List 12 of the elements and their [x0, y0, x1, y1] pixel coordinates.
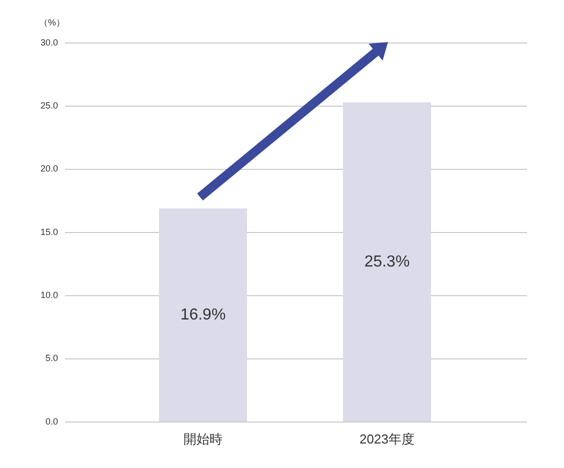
- x-tick-label: 開始時: [184, 431, 222, 446]
- y-axis-title: （%）: [38, 17, 66, 28]
- y-tick-label: 10.0: [40, 290, 58, 300]
- y-tick-label: 5.0: [45, 353, 58, 364]
- y-tick-label: 20.0: [40, 164, 58, 174]
- data-label: 25.3%: [364, 253, 410, 270]
- x-tick-label: 2023年度: [360, 431, 414, 446]
- y-tick-label: 0.0: [45, 416, 58, 426]
- y-tick-label: 25.0: [40, 100, 58, 111]
- data-label: 16.9%: [180, 306, 226, 324]
- y-tick-label: 30.0: [40, 37, 58, 48]
- y-tick-label: 15.0: [40, 226, 58, 237]
